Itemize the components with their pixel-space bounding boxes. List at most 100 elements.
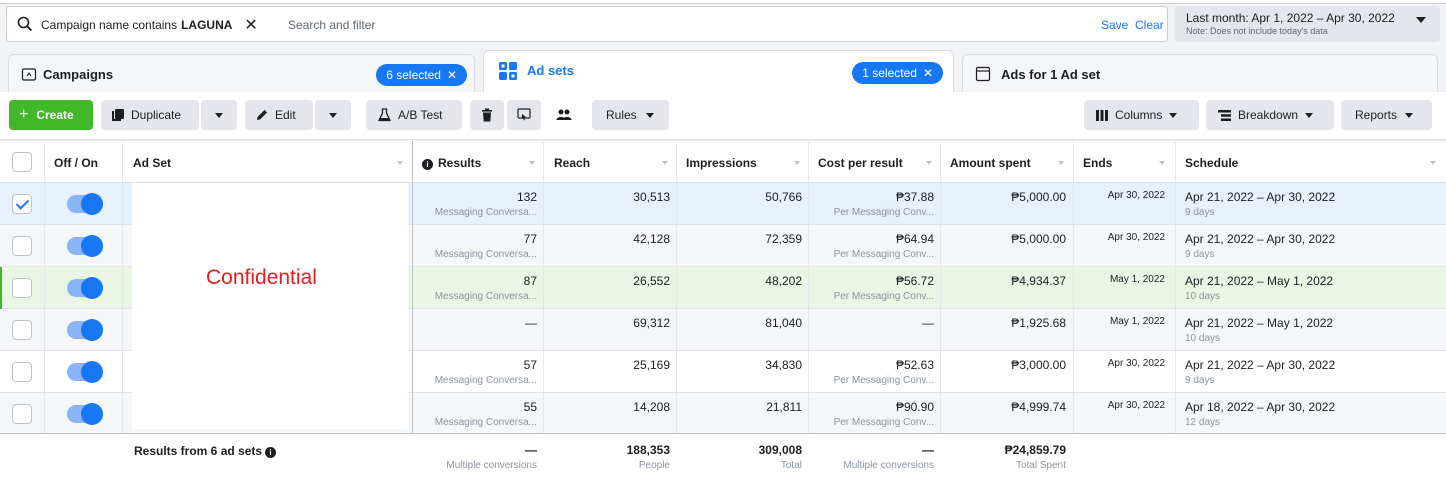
amount-spent-cell: ₱1,925.68 (1011, 316, 1066, 330)
reach-cell: 69,312 (633, 316, 670, 330)
ab-test-label: A/B Test (398, 108, 443, 122)
sort-icon[interactable] (397, 161, 403, 165)
edit-dropdown-button[interactable] (315, 100, 351, 130)
search-input[interactable]: Search and filter (288, 18, 376, 32)
row-checkbox[interactable] (12, 362, 32, 382)
table-row[interactable]: 55 Messaging Conversa... 14,208 21,811 ₱90.9… (0, 393, 1446, 435)
info-icon[interactable]: i (422, 159, 433, 170)
tab-campaigns[interactable]: Campaigns 6 selected ✕ (8, 54, 475, 92)
cpr-value: ₱52.63 (895, 358, 934, 372)
delivery-toggle[interactable] (67, 235, 103, 257)
delivery-toggle[interactable] (67, 361, 103, 383)
search-filter-box[interactable]: Campaign name contains LAGUNA ✕ Search a… (6, 6, 1168, 42)
delete-button[interactable] (470, 100, 504, 130)
sort-icon[interactable] (794, 161, 800, 165)
clear-filter-button[interactable]: Clear (1135, 18, 1164, 32)
cost-per-result-cell: ₱37.88 Per Messaging Conv... (808, 183, 934, 224)
results-value: — (525, 316, 537, 330)
tab-ads[interactable]: Ads for 1 Ad set (962, 54, 1438, 92)
cpr-sub: Per Messaging Conv... (833, 291, 934, 302)
tab-ad-sets[interactable]: Ad sets 1 selected ✕ (483, 50, 954, 92)
info-icon[interactable]: i (265, 447, 277, 458)
plus-icon: + (19, 106, 29, 123)
save-filter-button[interactable]: Save (1101, 18, 1129, 32)
row-checkbox[interactable] (12, 194, 32, 214)
create-button[interactable]: + Create (9, 100, 93, 130)
delivery-toggle[interactable] (67, 277, 103, 299)
col-reach[interactable]: Reach (554, 156, 591, 170)
col-impressions[interactable]: Impressions (686, 156, 757, 170)
audience-button[interactable] (546, 100, 582, 130)
filter-chip[interactable]: Campaign name contains LAGUNA ✕ (35, 13, 264, 37)
col-results[interactable]: i Results (422, 141, 481, 182)
select-all-checkbox[interactable] (12, 152, 32, 172)
schedule-range: Apr 18, 2022 – Apr 30, 2022 (1185, 400, 1336, 414)
results-cell: 57 Messaging Conversa... (412, 351, 537, 392)
row-checkbox[interactable] (12, 278, 32, 298)
schedule-cell: Apr 21, 2022 – Apr 30, 2022 9 days (1175, 225, 1435, 266)
sort-icon[interactable] (926, 161, 932, 165)
schedule-range: Apr 21, 2022 – Apr 30, 2022 (1185, 358, 1336, 372)
cpr-value: — (922, 316, 934, 330)
impressions-cell: 50,766 (765, 190, 802, 204)
schedule-days: 9 days (1185, 249, 1215, 260)
summary-cost-per-result: — Multiple conversions (808, 434, 934, 489)
row-checkbox[interactable] (12, 404, 32, 424)
redaction-box (132, 183, 408, 429)
delivery-toggle[interactable] (67, 319, 103, 341)
duplicate-dropdown-button[interactable] (201, 100, 237, 130)
col-ad-set[interactable]: Ad Set (133, 156, 172, 170)
chevron-down-icon (1305, 112, 1314, 118)
folder-icon (21, 68, 37, 81)
results-sub: Messaging Conversa... (434, 417, 537, 428)
results-sub: Messaging Conversa... (434, 375, 537, 386)
col-amount-spent[interactable]: Amount spent (950, 156, 1031, 170)
sort-icon[interactable] (1430, 161, 1436, 165)
ab-test-button[interactable]: A/B Test (366, 100, 462, 130)
summary-row: Results from 6 ad sets i — Multiple conver… (0, 433, 1446, 489)
reach-cell: 25,169 (633, 358, 670, 372)
ends-cell: May 1, 2022 (1109, 316, 1165, 327)
summary-amount-spent: ₱24,859.79 Total Spent (940, 434, 1066, 489)
col-ends[interactable]: Ends (1083, 156, 1113, 170)
summary-label: Results from 6 ad sets i (132, 434, 277, 489)
delivery-toggle[interactable] (67, 193, 103, 215)
summary-impressions-sub: Total (780, 460, 802, 471)
results-cell: — (412, 309, 537, 350)
schedule-days: 9 days (1185, 375, 1215, 386)
breakdown-button[interactable]: Breakdown (1206, 100, 1334, 130)
rules-button[interactable]: Rules (592, 100, 669, 130)
sort-icon[interactable] (1159, 161, 1165, 165)
table-header: Off / On Ad Set i Results Reach Impressio… (0, 141, 1446, 183)
sort-icon[interactable] (529, 161, 535, 165)
chevron-down-icon (645, 112, 654, 118)
col-schedule[interactable]: Schedule (1185, 156, 1239, 170)
table-row[interactable]: 57 Messaging Conversa... 25,169 34,830 ₱52.6… (0, 351, 1446, 393)
preview-button[interactable] (507, 100, 541, 130)
campaigns-selected-badge[interactable]: 6 selected ✕ (376, 64, 467, 86)
sort-icon[interactable] (662, 161, 668, 165)
date-range-picker[interactable]: Last month: Apr 1, 2022 – Apr 30, 2022 N… (1174, 6, 1440, 42)
sort-icon[interactable] (1058, 161, 1064, 165)
duplicate-button[interactable]: Duplicate (101, 100, 199, 130)
results-value: 55 (523, 400, 537, 414)
row-checkbox[interactable] (12, 320, 32, 340)
cost-per-result-cell: ₱52.63 Per Messaging Conv... (808, 351, 934, 392)
edit-button[interactable]: Edit (245, 100, 313, 130)
impressions-cell: 48,202 (765, 274, 802, 288)
row-checkbox[interactable] (12, 236, 32, 256)
adsets-selected-badge[interactable]: 1 selected ✕ (852, 62, 943, 84)
close-icon[interactable]: ✕ (446, 68, 457, 82)
chevron-down-icon (1405, 112, 1414, 118)
columns-button[interactable]: Columns (1084, 100, 1199, 130)
col-cost-per-result[interactable]: Cost per result (818, 156, 903, 170)
column-divider (1073, 141, 1074, 489)
delivery-toggle[interactable] (67, 403, 103, 425)
cpr-value: ₱64.94 (895, 232, 934, 246)
close-icon[interactable]: ✕ (922, 66, 933, 80)
summary-results: — Multiple conversions (412, 434, 537, 489)
columns-label: Columns (1115, 108, 1163, 122)
close-icon[interactable]: ✕ (244, 17, 258, 34)
cost-per-result-cell: ₱56.72 Per Messaging Conv... (808, 267, 934, 308)
reports-button[interactable]: Reports (1341, 100, 1432, 130)
